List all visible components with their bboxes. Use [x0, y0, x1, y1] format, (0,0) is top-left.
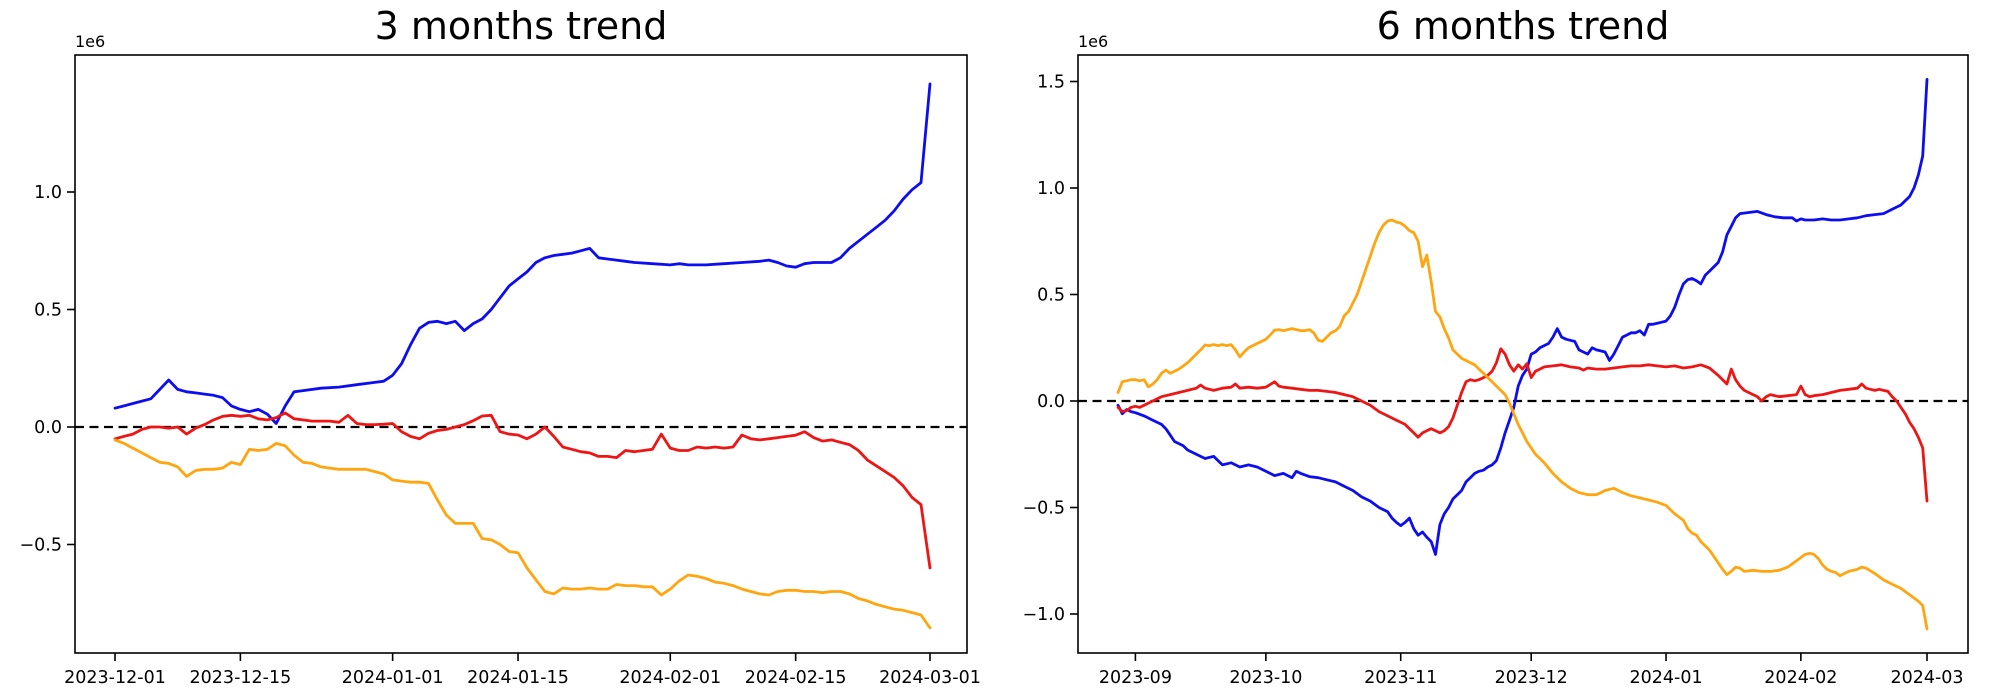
y-tick-label: 1.0 — [34, 183, 62, 203]
y-tick-label: −0.5 — [20, 536, 63, 556]
chart-3-months-trend: 3 months trend 1e6 1.0 0.5 0.0 −0.5 2023-12-… — [20, 4, 981, 688]
series-orange-line — [1116, 218, 1929, 631]
x-tick-label: 2023-11 — [1364, 668, 1437, 688]
y-tick-label: 0.0 — [34, 418, 62, 438]
axes-frame — [74, 54, 968, 654]
axes-frame — [1077, 54, 1969, 654]
plot-area-3-months-trend: 1.0 0.5 0.0 −0.5 2023-12-01 2023-12-15 2024-01… — [20, 54, 981, 688]
chart-6-months-trend: 6 months trend 1e6 1.5 1.0 0.5 0.0 −0.5 −1.0 2… — [1000, 0, 2000, 700]
y-tick-label: −1.0 — [1023, 605, 1066, 625]
y-tick-label: −0.5 — [1023, 499, 1066, 519]
series-blue-line — [1116, 78, 1929, 556]
x-tick-label: 2023-12-15 — [190, 668, 292, 688]
y-tick-label: 0.5 — [34, 301, 62, 321]
chart-title-6-months: 6 months trend — [1376, 4, 1670, 48]
x-tick-label: 2024-01 — [1629, 668, 1702, 688]
x-tick-label: 2024-01-15 — [467, 668, 569, 688]
x-tick-label: 2023-10 — [1229, 668, 1302, 688]
y-tick-label: 1.0 — [1037, 179, 1065, 199]
plot-area-6-months-trend: 1.5 1.0 0.5 0.0 −0.5 −1.0 2023-09 2023-10 2023-1… — [1023, 54, 1969, 688]
x-tick-label: 2024-02-15 — [745, 668, 847, 688]
y-tick-label: 0.0 — [1037, 392, 1065, 412]
y-tick-label: 1.5 — [1037, 73, 1065, 93]
x-tick-label: 2024-02 — [1764, 668, 1837, 688]
y-axis-offset-label-6-months: 1e6 — [1078, 32, 1109, 51]
series-blue-line — [113, 82, 932, 425]
chart-title-3-months: 3 months trend — [374, 4, 668, 48]
series-red-line — [1116, 347, 1929, 503]
x-tick-label: 2024-01-01 — [342, 668, 444, 688]
y-tick-label: 0.5 — [1037, 286, 1065, 306]
x-tick-label: 2023-09 — [1099, 668, 1172, 688]
x-tick-label: 2024-03-01 — [879, 668, 981, 688]
y-axis-offset-label-3-months: 1e6 — [75, 32, 106, 51]
series-red-line — [113, 411, 932, 570]
series-orange-line — [113, 438, 932, 630]
x-tick-label: 2024-03 — [1890, 668, 1963, 688]
x-tick-label: 2023-12-01 — [64, 668, 166, 688]
x-tick-label: 2024-02-01 — [619, 668, 721, 688]
x-tick-label: 2023-12 — [1495, 668, 1568, 688]
